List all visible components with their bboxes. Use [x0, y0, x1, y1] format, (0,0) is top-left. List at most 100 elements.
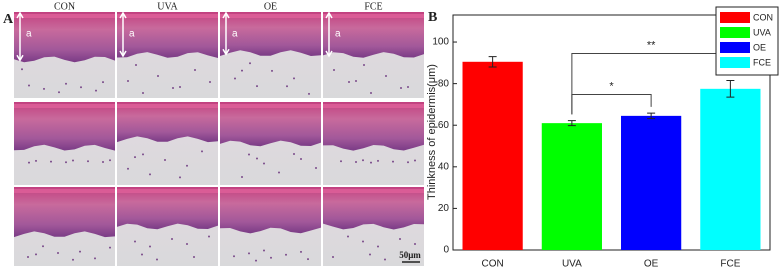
epidermis — [117, 12, 218, 58]
x-tick-label: OE — [644, 259, 659, 270]
scale-bar-label: 50μm — [399, 250, 421, 260]
cell — [384, 258, 386, 261]
y-tick-label: 40 — [438, 161, 450, 172]
cell — [141, 253, 143, 256]
stratum-corneum — [117, 14, 218, 18]
thickness-marker: a — [129, 29, 135, 40]
cell — [21, 68, 23, 71]
y-axis-title: Thinkness of epidermis(μm) — [426, 64, 438, 200]
epidermis — [220, 187, 321, 234]
cell — [186, 243, 188, 245]
legend-swatch — [720, 57, 750, 68]
cell — [249, 62, 251, 65]
x-tick-label: CON — [482, 259, 504, 270]
thickness-marker: a — [232, 29, 238, 40]
error-bar — [647, 112, 656, 120]
thickness-marker: a — [26, 29, 32, 40]
cell — [186, 164, 188, 167]
cell — [256, 85, 258, 88]
cell — [385, 75, 387, 77]
cell — [407, 86, 409, 88]
cell — [42, 245, 44, 248]
arrow-head — [325, 11, 333, 58]
cell — [286, 85, 288, 88]
stratum-corneum — [323, 14, 424, 18]
cell — [94, 257, 96, 260]
epidermis — [14, 12, 115, 63]
stratum-corneum — [117, 104, 218, 108]
stratum-corneum — [14, 104, 115, 108]
arrow-head — [222, 11, 230, 56]
epidermis — [117, 102, 218, 143]
stratum-corneum — [323, 104, 424, 108]
cell — [65, 161, 67, 164]
legend-swatch — [720, 42, 750, 53]
cell — [285, 253, 287, 256]
cell — [300, 250, 302, 253]
cell — [58, 91, 60, 94]
cell — [134, 240, 136, 243]
y-tick-label: 80 — [438, 78, 450, 89]
legend-swatch — [720, 12, 750, 23]
significance-label: ** — [647, 39, 656, 51]
epidermis — [323, 102, 424, 151]
cell — [50, 160, 52, 163]
epidermis — [323, 12, 424, 58]
cell — [57, 252, 59, 254]
stratum-corneum — [117, 189, 218, 193]
cell — [134, 156, 136, 159]
cell — [109, 246, 111, 249]
cell — [355, 160, 357, 163]
legend-label: FCE — [753, 57, 771, 67]
error-bar — [488, 56, 497, 68]
cell — [308, 92, 310, 95]
cell — [142, 153, 144, 156]
cell — [340, 160, 342, 163]
cell — [234, 77, 236, 80]
bar — [700, 88, 761, 251]
cell — [193, 256, 195, 258]
significance-bracket — [571, 93, 652, 115]
cell — [171, 238, 173, 240]
cell — [293, 77, 295, 80]
cell — [307, 258, 309, 261]
error-bar — [567, 120, 576, 127]
cell — [270, 256, 272, 259]
cell — [263, 162, 265, 165]
y-tick-label: 20 — [438, 203, 450, 214]
cell — [43, 87, 45, 90]
cell — [315, 167, 317, 169]
error-bar — [726, 80, 735, 98]
cell — [156, 258, 158, 261]
cell — [414, 243, 416, 245]
epidermis — [14, 187, 115, 238]
stratum-corneum — [323, 189, 424, 193]
cell — [72, 159, 74, 162]
epidermis — [323, 187, 424, 230]
y-tick-label: 0 — [443, 245, 449, 256]
epidermis — [117, 187, 218, 230]
cell — [179, 86, 181, 88]
cell — [149, 173, 151, 176]
legend-swatch — [720, 27, 750, 38]
cell — [233, 255, 235, 258]
cell — [127, 167, 129, 170]
legend-label: CON — [753, 12, 773, 22]
thickness-marker: a — [335, 29, 341, 40]
cell — [347, 235, 349, 238]
column-header: OE — [264, 1, 277, 12]
x-tick-label: UVA — [562, 259, 582, 270]
y-tick-label: 60 — [438, 120, 450, 131]
significance-label: * — [609, 80, 614, 92]
stratum-corneum — [220, 104, 321, 108]
cell — [300, 158, 302, 160]
bar — [541, 123, 602, 250]
cell — [369, 253, 371, 256]
x-tick-label: FCE — [720, 259, 740, 270]
cell — [79, 250, 81, 253]
cell — [179, 176, 181, 179]
cell — [271, 69, 273, 72]
cell — [377, 159, 379, 162]
cell — [109, 159, 111, 162]
